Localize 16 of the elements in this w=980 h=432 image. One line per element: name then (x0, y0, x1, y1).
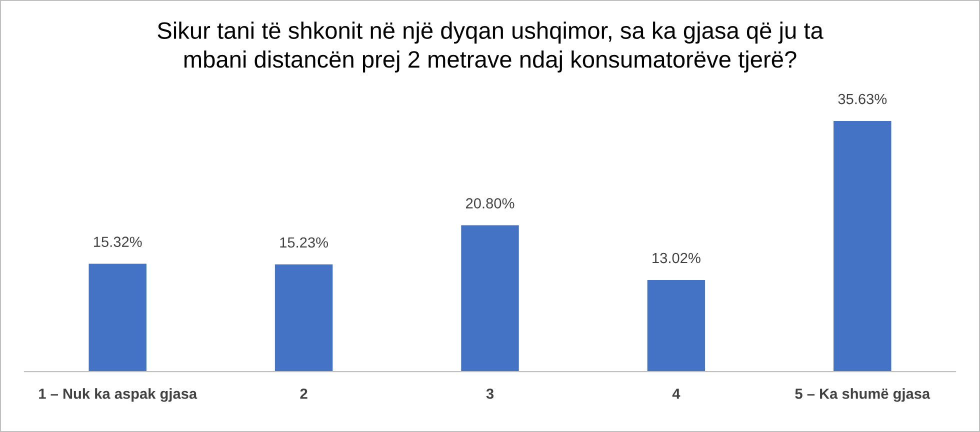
data-label: 20.80% (466, 198, 514, 208)
data-label: 15.23% (280, 237, 328, 248)
bar (88, 264, 146, 372)
bar (461, 225, 519, 372)
x-tick-label: 5 – Ka shumë gjasa (795, 388, 930, 402)
x-tick-label: 1 – Nuk ka aspak gjasa (39, 388, 198, 402)
bar (274, 264, 333, 372)
data-label: 13.02% (652, 252, 700, 264)
bar (647, 280, 706, 372)
x-tick-label: 3 (486, 388, 494, 399)
chart-title: Sikur tani të shkonit në një dyqan ushqimor, sa ka gjasa që ju ta mbani distancën prej 2 metrave ndaj konsumatorëve tjerë? (158, 22, 824, 72)
bar (834, 120, 892, 372)
data-label: 35.63% (838, 94, 887, 104)
data-label: 15.32% (94, 236, 142, 248)
x-tick-label: 2 (300, 388, 308, 399)
x-tick-label: 4 (672, 388, 680, 399)
